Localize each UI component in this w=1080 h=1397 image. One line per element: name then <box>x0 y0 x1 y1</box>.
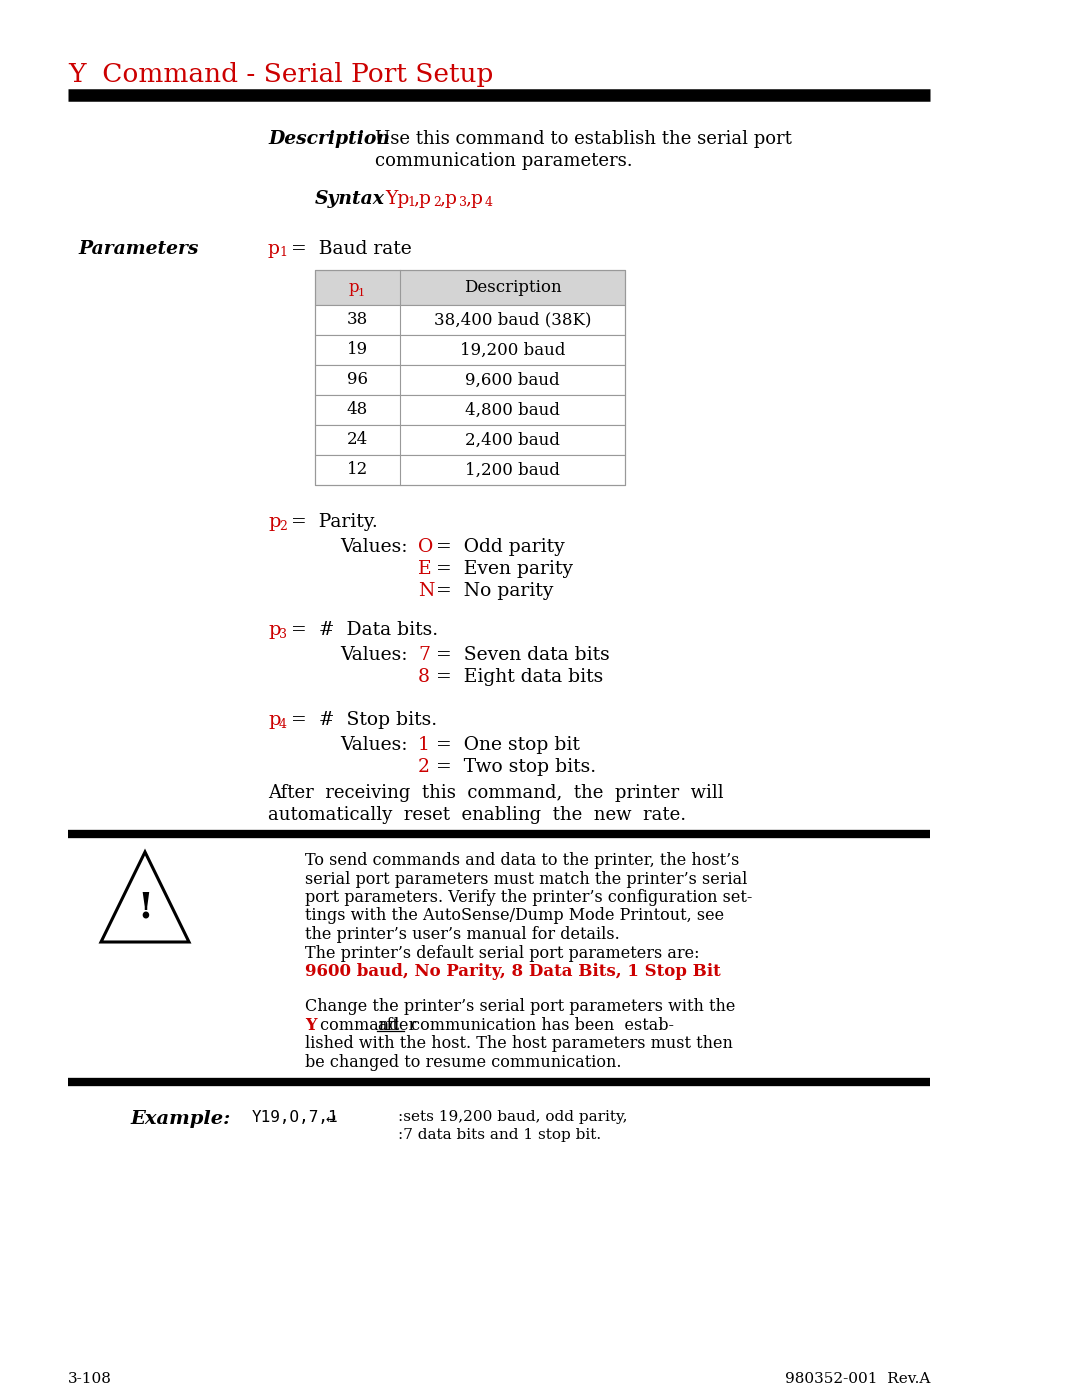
Bar <box>315 270 625 485</box>
Text: =  #  Data bits.: = # Data bits. <box>285 622 438 638</box>
Text: Y19,O,7,1: Y19,O,7,1 <box>252 1111 339 1125</box>
Text: 9600 baud, No Parity, 8 Data Bits, 1 Stop Bit: 9600 baud, No Parity, 8 Data Bits, 1 Sto… <box>305 963 720 981</box>
Text: =  Baud rate: = Baud rate <box>285 240 411 258</box>
Text: =  Seven data bits: = Seven data bits <box>436 645 610 664</box>
Text: =  Even parity: = Even parity <box>436 560 573 578</box>
Text: =  One stop bit: = One stop bit <box>436 736 580 754</box>
Text: =  Parity.: = Parity. <box>285 513 378 531</box>
Text: be changed to resume communication.: be changed to resume communication. <box>305 1053 621 1070</box>
Text: p: p <box>348 279 359 296</box>
Text: tings with the AutoSense/Dump Mode Printout, see: tings with the AutoSense/Dump Mode Print… <box>305 908 724 925</box>
Text: After  receiving  this  command,  the  printer  will: After receiving this command, the printe… <box>268 784 724 802</box>
Bar <box>315 335 625 365</box>
Text: 4: 4 <box>279 718 287 731</box>
Text: 48: 48 <box>347 401 368 419</box>
Text: 4,800 baud: 4,800 baud <box>465 401 559 419</box>
Text: the printer’s user’s manual for details.: the printer’s user’s manual for details. <box>305 926 620 943</box>
Text: communication parameters.: communication parameters. <box>375 152 633 170</box>
Bar <box>315 455 625 485</box>
Text: p: p <box>268 711 281 729</box>
Text: 1: 1 <box>418 736 430 754</box>
Text: p: p <box>268 513 281 531</box>
Text: 38,400 baud (38K): 38,400 baud (38K) <box>434 312 591 328</box>
Text: =  No parity: = No parity <box>436 583 553 599</box>
Text: 1: 1 <box>357 288 365 298</box>
Text: 7: 7 <box>418 645 430 664</box>
Text: Yp: Yp <box>384 190 409 208</box>
Bar <box>315 365 625 395</box>
Text: Syntax: Syntax <box>315 190 384 208</box>
Text: after: after <box>377 1017 416 1034</box>
Text: 19: 19 <box>347 341 368 359</box>
Text: 38: 38 <box>347 312 368 328</box>
Bar <box>315 305 625 335</box>
Text: Example:: Example: <box>130 1111 230 1129</box>
Text: 3: 3 <box>279 629 287 641</box>
Text: 19,200 baud: 19,200 baud <box>460 341 565 359</box>
Text: Change the printer’s serial port parameters with the: Change the printer’s serial port paramet… <box>305 997 735 1016</box>
Text: Values:: Values: <box>340 538 407 556</box>
Text: 3: 3 <box>459 196 467 210</box>
Text: 2,400 baud: 2,400 baud <box>465 432 559 448</box>
Text: 2: 2 <box>433 196 441 210</box>
Text: 2: 2 <box>279 520 287 534</box>
Text: 12: 12 <box>347 461 368 479</box>
Text: ,p: ,p <box>413 190 431 208</box>
Text: The printer’s default serial port parameters are:: The printer’s default serial port parame… <box>305 944 700 961</box>
Text: communication has been  estab-: communication has been estab- <box>406 1017 674 1034</box>
Bar <box>315 270 625 305</box>
Text: ,p: ,p <box>465 190 483 208</box>
Text: serial port parameters must match the printer’s serial: serial port parameters must match the pr… <box>305 870 747 887</box>
Text: :sets 19,200 baud, odd parity,: :sets 19,200 baud, odd parity, <box>399 1111 627 1125</box>
Text: 9,600 baud: 9,600 baud <box>465 372 559 388</box>
Text: 1,200 baud: 1,200 baud <box>465 461 559 479</box>
Bar <box>315 425 625 455</box>
Text: Values:: Values: <box>340 736 407 754</box>
Text: 1: 1 <box>407 196 415 210</box>
Text: Y: Y <box>305 1017 316 1034</box>
Text: Y  Command - Serial Port Setup: Y Command - Serial Port Setup <box>68 61 494 87</box>
Text: command: command <box>315 1017 405 1034</box>
Text: ,p: ,p <box>438 190 457 208</box>
Text: automatically  reset  enabling  the  new  rate.: automatically reset enabling the new rat… <box>268 806 686 824</box>
Text: !: ! <box>137 891 153 925</box>
Text: Use this command to establish the serial port: Use this command to establish the serial… <box>375 130 792 148</box>
Text: Description: Description <box>268 130 390 148</box>
Text: lished with the host. The host parameters must then: lished with the host. The host parameter… <box>305 1035 733 1052</box>
Text: O: O <box>418 538 433 556</box>
Text: E: E <box>418 560 432 578</box>
Text: p: p <box>268 622 281 638</box>
Text: To send commands and data to the printer, the host’s: To send commands and data to the printer… <box>305 852 740 869</box>
Text: 2: 2 <box>418 759 430 775</box>
Bar <box>315 395 625 425</box>
Text: 4: 4 <box>485 196 492 210</box>
Text: port parameters. Verify the printer’s configuration set-: port parameters. Verify the printer’s co… <box>305 888 753 907</box>
Text: =  Two stop bits.: = Two stop bits. <box>436 759 596 775</box>
Text: =  #  Stop bits.: = # Stop bits. <box>285 711 437 729</box>
Text: :7 data bits and 1 stop bit.: :7 data bits and 1 stop bit. <box>399 1129 602 1143</box>
Text: 96: 96 <box>347 372 368 388</box>
Text: 1: 1 <box>279 246 287 258</box>
Text: 8: 8 <box>418 668 430 686</box>
Text: 980352-001  Rev.A: 980352-001 Rev.A <box>785 1372 930 1386</box>
Text: Values:: Values: <box>340 645 407 664</box>
Text: Description: Description <box>463 279 562 296</box>
Text: =  Odd parity: = Odd parity <box>436 538 565 556</box>
Text: 24: 24 <box>347 432 368 448</box>
Text: p: p <box>268 240 280 258</box>
Text: Parameters: Parameters <box>78 240 199 258</box>
Text: =  Eight data bits: = Eight data bits <box>436 668 604 686</box>
Text: ↵: ↵ <box>325 1111 335 1125</box>
Text: 3-108: 3-108 <box>68 1372 112 1386</box>
Text: N: N <box>418 583 434 599</box>
